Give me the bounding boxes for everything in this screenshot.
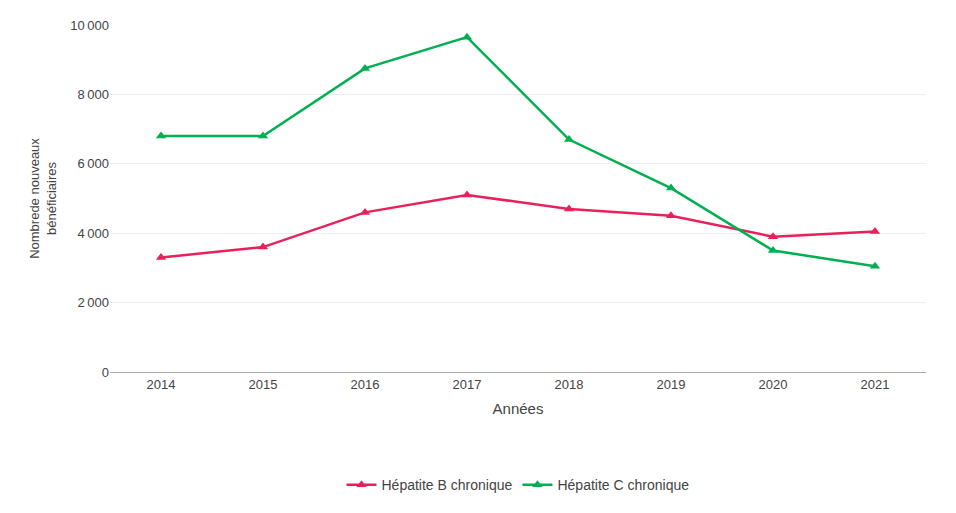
svg-text:0: 0	[102, 365, 109, 380]
svg-text:Nombrede nouveauxbénéficiaires: Nombrede nouveauxbénéficiaires	[27, 138, 59, 259]
svg-text:8 000: 8 000	[77, 87, 109, 102]
svg-text:Hépatite C chronique: Hépatite C chronique	[557, 477, 689, 493]
svg-text:Années: Années	[493, 400, 544, 417]
svg-text:2 000: 2 000	[77, 295, 109, 310]
svg-text:2018: 2018	[555, 377, 584, 392]
svg-text:Hépatite B chronique: Hépatite B chronique	[382, 477, 513, 493]
svg-text:2015: 2015	[249, 377, 278, 392]
svg-text:4 000: 4 000	[77, 226, 109, 241]
svg-text:2017: 2017	[453, 377, 482, 392]
svg-text:2016: 2016	[351, 377, 380, 392]
svg-text:2020: 2020	[759, 377, 788, 392]
svg-text:2019: 2019	[657, 377, 686, 392]
svg-text:10 000: 10 000	[70, 18, 109, 33]
svg-text:6 000: 6 000	[77, 156, 109, 171]
svg-text:2021: 2021	[861, 377, 890, 392]
svg-text:2014: 2014	[147, 377, 176, 392]
